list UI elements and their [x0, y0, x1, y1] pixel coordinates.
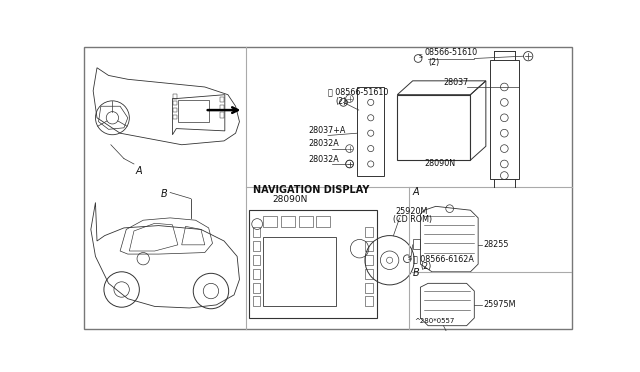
Bar: [397, 95, 470, 160]
Bar: [365, 227, 372, 237]
Text: 28090N: 28090N: [424, 159, 456, 168]
Bar: [253, 227, 260, 237]
Bar: [220, 105, 224, 110]
Text: B: B: [161, 189, 168, 199]
Text: (2): (2): [420, 263, 431, 272]
Text: 25920M: 25920M: [396, 207, 428, 216]
Bar: [365, 241, 372, 251]
Bar: [316, 217, 330, 227]
Bar: [365, 255, 372, 265]
Bar: [357, 87, 384, 176]
Bar: [281, 217, 295, 227]
Text: 28037+A: 28037+A: [308, 126, 346, 135]
Text: 28032A: 28032A: [308, 155, 339, 164]
Text: 08566-51610: 08566-51610: [424, 48, 477, 57]
Bar: [253, 283, 260, 293]
Text: A: A: [136, 166, 142, 176]
Text: 28032A: 28032A: [308, 139, 339, 148]
Text: S: S: [408, 256, 412, 261]
Bar: [263, 237, 337, 307]
Text: S: S: [419, 54, 422, 59]
Text: (2): (2): [428, 58, 439, 67]
Bar: [250, 210, 376, 318]
Text: S: S: [344, 100, 348, 105]
Bar: [178, 100, 209, 122]
Text: (CD ROM): (CD ROM): [394, 215, 433, 224]
Bar: [365, 296, 372, 307]
Text: 28255: 28255: [484, 240, 509, 249]
Text: 25975M: 25975M: [484, 300, 516, 309]
Bar: [490, 60, 519, 179]
Bar: [365, 269, 372, 279]
Bar: [253, 269, 260, 279]
Bar: [413, 240, 420, 249]
Bar: [253, 241, 260, 251]
Bar: [299, 217, 312, 227]
Text: B: B: [413, 267, 419, 278]
Bar: [263, 217, 277, 227]
Bar: [220, 97, 224, 102]
Text: 28090N: 28090N: [273, 195, 308, 204]
Text: ^280*0557: ^280*0557: [414, 318, 454, 324]
Text: 28037: 28037: [444, 78, 468, 87]
Bar: [220, 112, 224, 118]
Bar: [253, 255, 260, 265]
Text: Ⓢ 08566-51610: Ⓢ 08566-51610: [328, 88, 388, 97]
Text: (2): (2): [336, 97, 347, 106]
Bar: [365, 283, 372, 293]
Bar: [173, 101, 177, 106]
Text: A: A: [413, 187, 419, 197]
Bar: [253, 296, 260, 307]
Bar: [173, 94, 177, 99]
Text: NAVIGATION DISPLAY: NAVIGATION DISPLAY: [253, 185, 369, 195]
Bar: [173, 115, 177, 119]
Bar: [173, 108, 177, 112]
Text: Ⓢ 08566-6162A: Ⓢ 08566-6162A: [413, 255, 474, 264]
